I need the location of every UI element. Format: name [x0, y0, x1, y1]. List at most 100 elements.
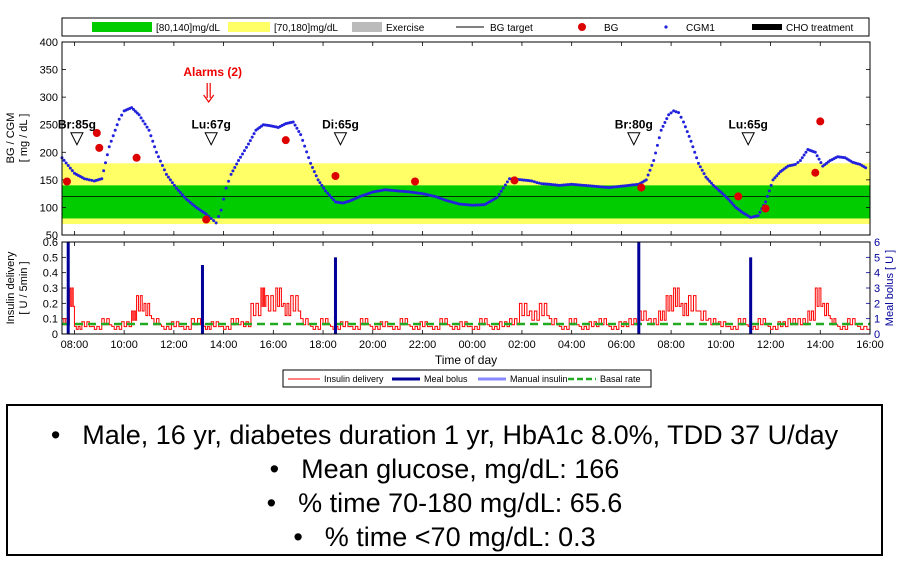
x-tick-label: 06:00: [608, 339, 636, 351]
cgm-point: [248, 139, 252, 143]
legend-label-green: [80,140]mg/dL: [156, 23, 220, 34]
cgm-point: [708, 179, 712, 183]
bg-point: [816, 117, 825, 126]
y2-tick-label: 0: [874, 329, 880, 341]
patient-summary-box: • Male, 16 yr, diabetes duration 1 yr, Hb…: [6, 404, 883, 556]
cgm-point: [683, 125, 687, 129]
x-tick-label: 20:00: [359, 339, 387, 351]
bottom-x-ticks: 08:00 10:00 12:00 14:00 16:00 18:00 20:00 22:00…: [61, 242, 884, 351]
y-tick-label: 0.6: [43, 237, 58, 249]
y-tick-label: 350: [40, 65, 58, 77]
cgm-point: [793, 162, 797, 166]
cgm-point: [252, 132, 256, 136]
cgm-point: [244, 145, 248, 149]
cgm-point: [817, 157, 821, 161]
cgm-point: [771, 178, 775, 182]
summary-line-mean-glucose: • Mean glucose, mg/dL: 166: [8, 454, 881, 485]
meal-bolus-bar: [200, 265, 204, 334]
bg-point: [92, 128, 101, 137]
cgm-point: [501, 186, 505, 190]
cgm-point: [115, 123, 119, 127]
cgm-point: [172, 183, 176, 187]
cgm-point: [310, 165, 314, 169]
cgm-point: [113, 128, 117, 132]
cgm-point: [326, 191, 330, 195]
band-80-140: [62, 185, 870, 219]
cgm-point: [758, 210, 762, 214]
cgm-point: [497, 192, 501, 196]
cgm-point: [773, 176, 777, 180]
meal-marker: [204, 132, 218, 146]
cgm-point: [145, 125, 149, 129]
cgm-point: [700, 168, 704, 172]
meal-marker: [70, 132, 84, 146]
meal-bolus-bar: [637, 242, 641, 334]
legend-label-cgm: CGM1: [686, 23, 715, 34]
cgm-point: [214, 221, 218, 225]
y-tick-label: 0.3: [43, 283, 58, 295]
cgm-point: [695, 156, 699, 160]
cgm-point: [90, 178, 94, 182]
cgm-point: [170, 181, 174, 185]
cgm-point: [303, 144, 307, 148]
cgm-point: [176, 188, 180, 192]
meal-marker: [627, 132, 641, 146]
cgm-point: [222, 197, 226, 201]
cgm-point: [166, 175, 170, 179]
cgm-point: [70, 169, 74, 173]
cgm-point: [85, 177, 89, 181]
cgm-point: [233, 165, 237, 169]
cgm-point: [246, 142, 250, 146]
meal-label: Di:65g: [322, 118, 359, 132]
meal-label: Lu:67g: [191, 118, 230, 132]
cgm-point: [802, 153, 806, 157]
bg-point: [637, 183, 646, 192]
cgm-point: [696, 161, 700, 165]
cgm-point: [158, 159, 162, 163]
alarm-arrow-head: [203, 94, 215, 104]
x-tick-label: 08:00: [61, 339, 89, 351]
cgm-point: [153, 145, 157, 149]
cgm-point: [295, 126, 299, 130]
cgm-point: [156, 155, 160, 159]
x-tick-label: 12:00: [160, 339, 188, 351]
cgm-point: [68, 166, 72, 170]
cgm-point: [691, 145, 695, 149]
cgm-point: [318, 181, 322, 185]
legend-swatch-cgm: [664, 25, 668, 29]
summary-line-time-below: • % time <70 mg/dL: 0.3: [8, 522, 881, 553]
cgm-point: [204, 212, 208, 216]
bolus-y-ticks: 0 1 2 3 4 5 6: [866, 237, 880, 341]
cgm-point: [143, 122, 147, 126]
cgm-point: [139, 116, 143, 120]
cgm-point: [104, 161, 108, 165]
cgm-point: [239, 155, 243, 159]
glucose-panel: 50 100 150 200 250 300 350 400 Br:85g Lu:67g Di:6…: [5, 37, 871, 242]
cgm-point: [685, 130, 689, 134]
meal-marker: [333, 132, 348, 146]
glucose-panel-frame: [61, 41, 871, 236]
cgm-point: [212, 219, 216, 223]
cgm-point: [209, 216, 213, 220]
alarm-annotation: Alarms (2): [183, 65, 242, 104]
cgm-point: [305, 150, 309, 154]
cgm-point: [505, 180, 509, 184]
cgm-point: [316, 178, 320, 182]
cgm-point: [297, 129, 301, 133]
y-tick-label: 200: [40, 147, 58, 159]
cgm-point: [224, 186, 228, 190]
top-legend: [80,140]mg/dL [70,180]mg/dL Exercise BG …: [61, 17, 870, 37]
x-tick-label: 18:00: [309, 339, 337, 351]
cgm-point: [291, 120, 295, 124]
y2-tick-label: 6: [874, 237, 880, 249]
glucose-axis-unit: [ mg / dL ]: [18, 114, 30, 163]
cgm-point: [654, 151, 658, 155]
cgm-point: [663, 121, 667, 125]
y-tick-label: 50: [46, 230, 58, 242]
legend-label-bolus: Meal bolus: [424, 374, 468, 384]
cgm-point: [100, 177, 104, 181]
cgm-point: [659, 128, 663, 132]
meal-label: Br:80g: [615, 118, 653, 132]
cgm-point: [111, 134, 115, 138]
bg-point: [411, 177, 420, 186]
